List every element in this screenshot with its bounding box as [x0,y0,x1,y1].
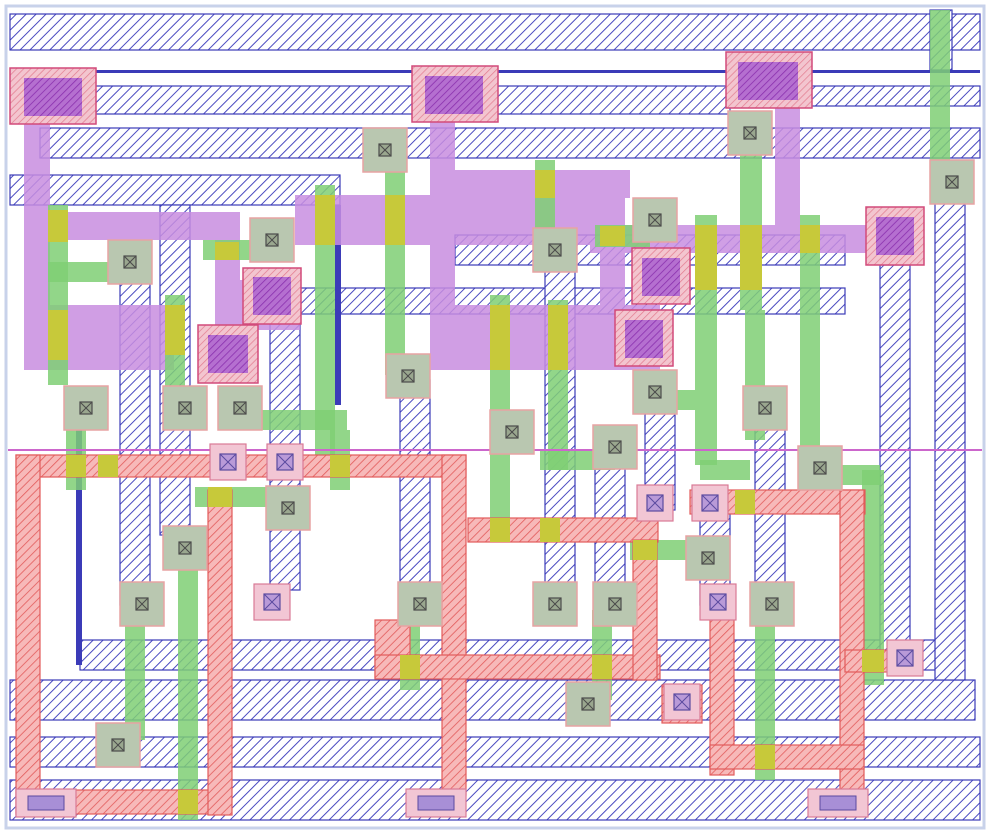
substrate-tap [807,788,869,818]
contact-cut [362,127,408,173]
diffusion-contact [886,639,924,677]
contact-cut [119,581,165,627]
contact-cuts [63,110,975,768]
contact-cut [162,385,208,431]
contact-cut [532,581,578,627]
contact-cut [217,385,263,431]
diffusion-contact [691,484,729,522]
gate-overlaps [48,170,884,814]
contact-cut [632,197,678,243]
contact-cut [397,581,443,627]
contact-cut [63,385,109,431]
contact-cut [532,227,578,273]
diffusion-contact [663,683,701,721]
diffusion-contact [266,443,304,481]
contact-cut [742,385,788,431]
contact-cut [592,424,638,470]
contact-cut [929,159,975,205]
contact-cut [95,722,141,768]
diffusion-contact [209,443,247,481]
contact-cut [727,110,773,156]
substrate-tap [15,788,77,818]
contact-cut [592,581,638,627]
contact-cut [249,217,295,263]
contact-cut [797,445,843,491]
contact-cut [565,681,611,727]
diffusion-contact [253,583,291,621]
diffusion-contacts [15,443,924,818]
substrate-tap [405,788,467,818]
metal2-vias [9,51,925,384]
contact-cut [685,535,731,581]
contact-cut [632,369,678,415]
contact-cut [749,581,795,627]
contact-cut [107,239,153,285]
contact-cut [385,353,431,399]
diffusion-contact [699,583,737,621]
contact-cut [162,525,208,571]
contact-cut [265,485,311,531]
contact-cut [489,409,535,455]
diffusion-contact [636,484,674,522]
